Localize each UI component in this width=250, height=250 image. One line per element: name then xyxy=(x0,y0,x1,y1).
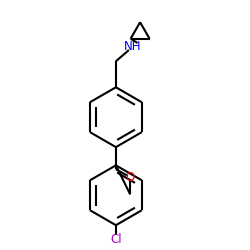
Text: Cl: Cl xyxy=(110,233,122,246)
Text: NH: NH xyxy=(124,40,142,54)
Text: O: O xyxy=(126,171,135,184)
